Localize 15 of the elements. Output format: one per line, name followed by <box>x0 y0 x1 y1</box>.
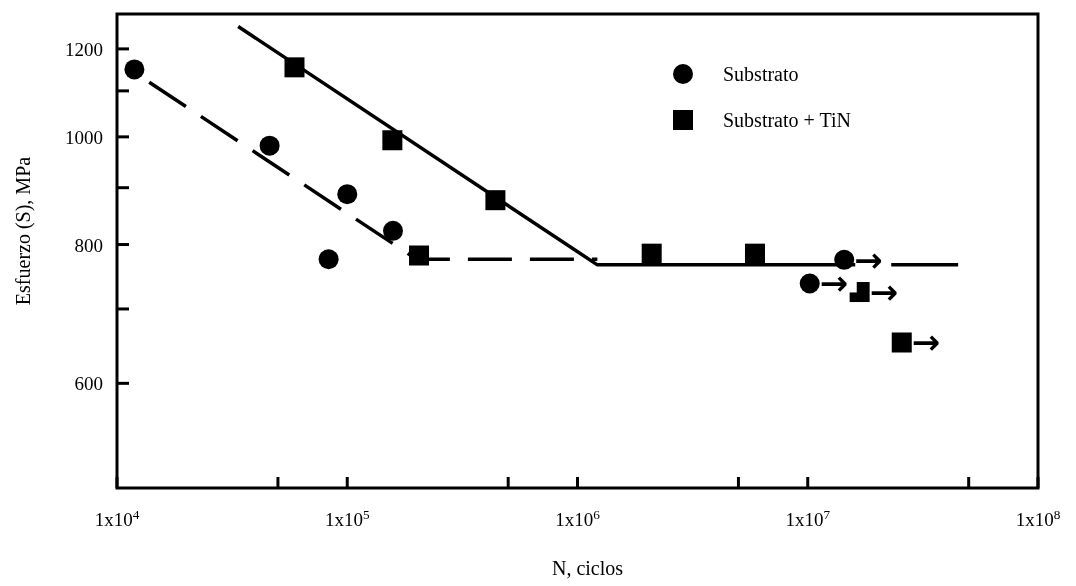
x-tick-label: 1x10$^{7}$ <box>785 506 831 530</box>
x-axis-title: N, ciclos <box>551 557 624 579</box>
legend-label: Substrato + TiN <box>723 109 851 131</box>
legend-label: Substrato <box>723 63 799 85</box>
x-tick-label: 1x10$^{6}$ <box>555 506 601 530</box>
y-axis-title: Esfuerzo (S), MPa <box>12 156 35 306</box>
x-tick-label: 1x10$^{8}$ <box>1015 506 1061 530</box>
x-tick-label: 1x10$^{5}$ <box>324 506 370 530</box>
y-tick-label: 800 <box>74 234 103 256</box>
annotation: → <box>911 322 941 363</box>
y-tick-label: 600 <box>74 372 103 394</box>
annotation: → <box>819 263 849 304</box>
y-tick-label: 1200 <box>65 38 103 60</box>
x-tick-label: 1x10$^{4}$ <box>94 506 140 530</box>
y-tick-label: 1000 <box>65 126 103 148</box>
